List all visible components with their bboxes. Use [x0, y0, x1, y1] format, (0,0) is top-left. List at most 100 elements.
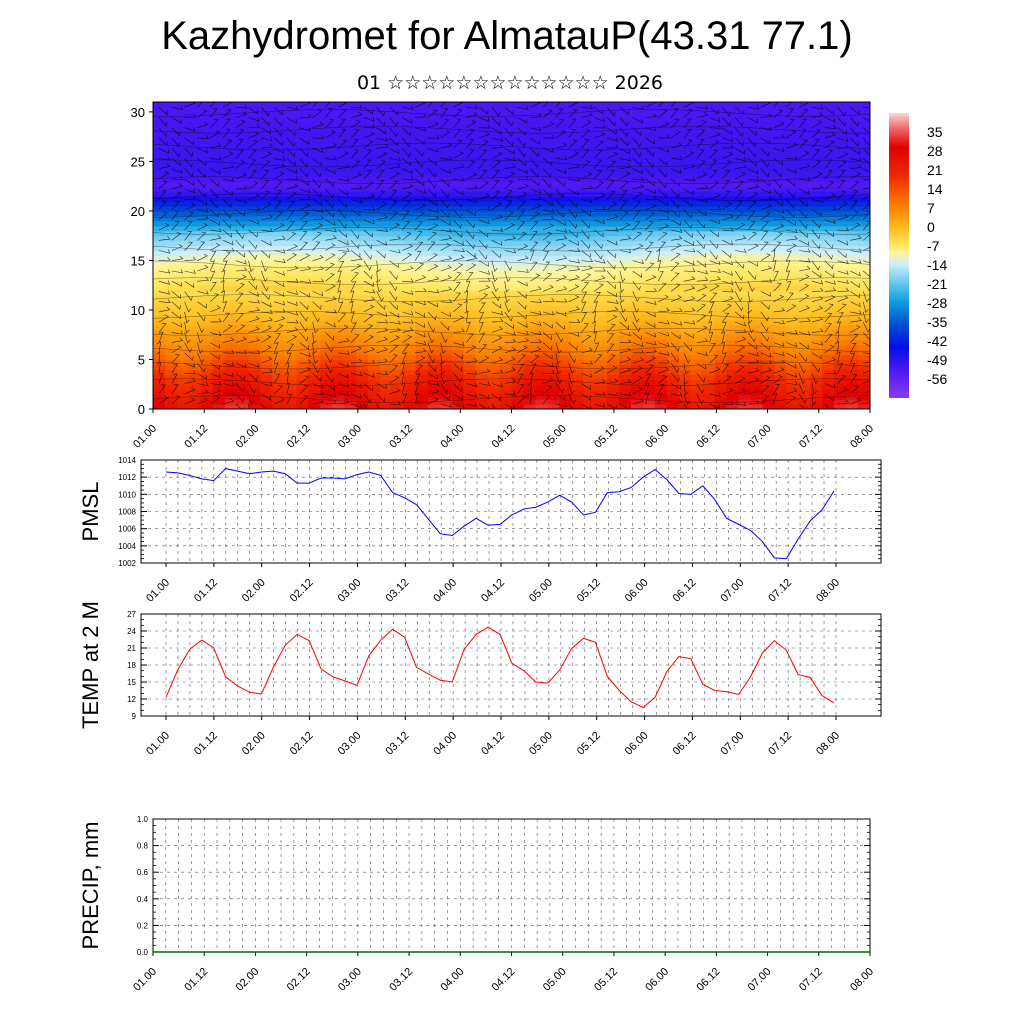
heatmap-cell	[463, 210, 477, 217]
heatmap-cell	[272, 319, 286, 326]
heatmap-cell	[248, 176, 262, 182]
wind-barb	[171, 221, 180, 231]
heatmap-cell	[487, 379, 501, 385]
heatmap-cell	[356, 176, 369, 182]
wind-barb	[222, 349, 235, 354]
heatmap-cell	[607, 205, 620, 212]
heatmap-cell	[439, 225, 453, 232]
heatmap-cell	[403, 126, 417, 133]
heatmap-cell	[714, 265, 728, 271]
heatmap-cell	[164, 300, 178, 306]
heatmap-cell	[260, 354, 274, 361]
wind-barb	[235, 373, 245, 381]
heatmap-cell	[475, 290, 489, 296]
heatmap-cell	[642, 344, 656, 351]
wind-barb	[158, 314, 170, 323]
wind-barb	[504, 311, 513, 322]
wind-barb	[632, 210, 641, 220]
heatmap-cell	[822, 230, 835, 237]
heatmap-cell	[188, 339, 202, 346]
heatmap-cell	[571, 111, 584, 118]
heatmap-cell	[547, 205, 560, 212]
heatmap-cell	[344, 136, 357, 143]
heatmap-cell	[332, 196, 345, 202]
heatmap-cell	[164, 250, 178, 257]
contour-line	[153, 378, 870, 386]
heatmap-cell	[654, 265, 668, 271]
heatmap-cell	[786, 329, 799, 336]
wind-barb	[632, 137, 641, 148]
heatmap-cell	[188, 349, 202, 356]
heatmap-cell	[547, 404, 560, 409]
heatmap-cell	[403, 344, 417, 351]
heatmap-cell	[810, 196, 823, 202]
heatmap-cell	[690, 394, 704, 400]
heatmap-cell	[511, 161, 525, 167]
heatmap-cell	[320, 255, 333, 262]
heatmap-cell	[475, 176, 489, 182]
heatmap-cell	[296, 384, 309, 390]
heatmap-cell	[248, 359, 262, 366]
heatmap-cell	[380, 285, 393, 291]
heatmap-cell	[523, 265, 536, 271]
heatmap-cell	[487, 290, 501, 296]
heatmap-cell	[523, 295, 536, 301]
heatmap-cell	[176, 121, 190, 128]
heatmap-cell	[487, 210, 501, 217]
heatmap-cell	[236, 215, 250, 222]
heatmap-cell	[571, 240, 584, 247]
heatmap-cell	[380, 186, 393, 192]
wind-barb	[363, 159, 372, 169]
heatmap-cell	[690, 314, 704, 321]
heatmap-cell	[750, 339, 764, 346]
heatmap-cell	[356, 171, 369, 177]
heatmap-cell	[619, 210, 632, 217]
heatmap-cell	[320, 404, 333, 409]
heatmap-cell	[164, 141, 178, 148]
heatmap-cell	[846, 354, 859, 361]
heatmap-cell	[559, 324, 572, 331]
wind-barb	[606, 343, 615, 353]
heatmap-cell	[678, 156, 692, 163]
heatmap-cell	[583, 369, 596, 375]
heatmap-cell	[571, 324, 584, 331]
heatmap-cell	[463, 196, 477, 202]
wind-barb	[645, 311, 656, 318]
heatmap-cell	[475, 265, 489, 271]
heatmap-cell	[690, 399, 704, 405]
heatmap-cell	[463, 146, 477, 153]
heatmap-cell	[487, 364, 501, 370]
heatmap-cell	[368, 265, 381, 271]
heatmap-cell	[463, 260, 477, 266]
heatmap-cell	[296, 305, 309, 311]
heatmap-cell	[810, 280, 823, 286]
heatmap-cell	[714, 131, 728, 138]
wind-barb	[632, 168, 643, 175]
heatmap-cell	[356, 314, 369, 321]
wind-barb	[504, 248, 517, 254]
heatmap-cell	[451, 196, 465, 202]
heatmap-cell	[858, 131, 870, 138]
heatmap-cell	[344, 349, 357, 356]
heatmap-cell	[642, 270, 656, 276]
heatmap-cell	[368, 324, 381, 331]
heatmap-cell	[463, 126, 477, 133]
wind-barb	[568, 177, 581, 182]
heatmap-cell	[595, 116, 608, 123]
heatmap-cell	[726, 324, 740, 331]
heatmap-cell	[822, 280, 835, 286]
heatmap-cell	[236, 171, 250, 177]
wind-barb	[299, 168, 309, 178]
wind-barb	[376, 336, 388, 343]
heatmap-cell	[499, 309, 513, 316]
heatmap-cell	[380, 399, 393, 405]
heatmap-cell	[153, 171, 166, 177]
heatmap-cell	[834, 210, 847, 217]
heatmap-cell	[858, 354, 870, 361]
heatmap-cell	[368, 260, 381, 266]
heatmap-cell	[236, 151, 250, 158]
heatmap-cell	[726, 255, 740, 262]
wind-barb	[530, 211, 540, 221]
wind-barb	[171, 301, 181, 310]
heatmap-cell	[607, 399, 620, 405]
